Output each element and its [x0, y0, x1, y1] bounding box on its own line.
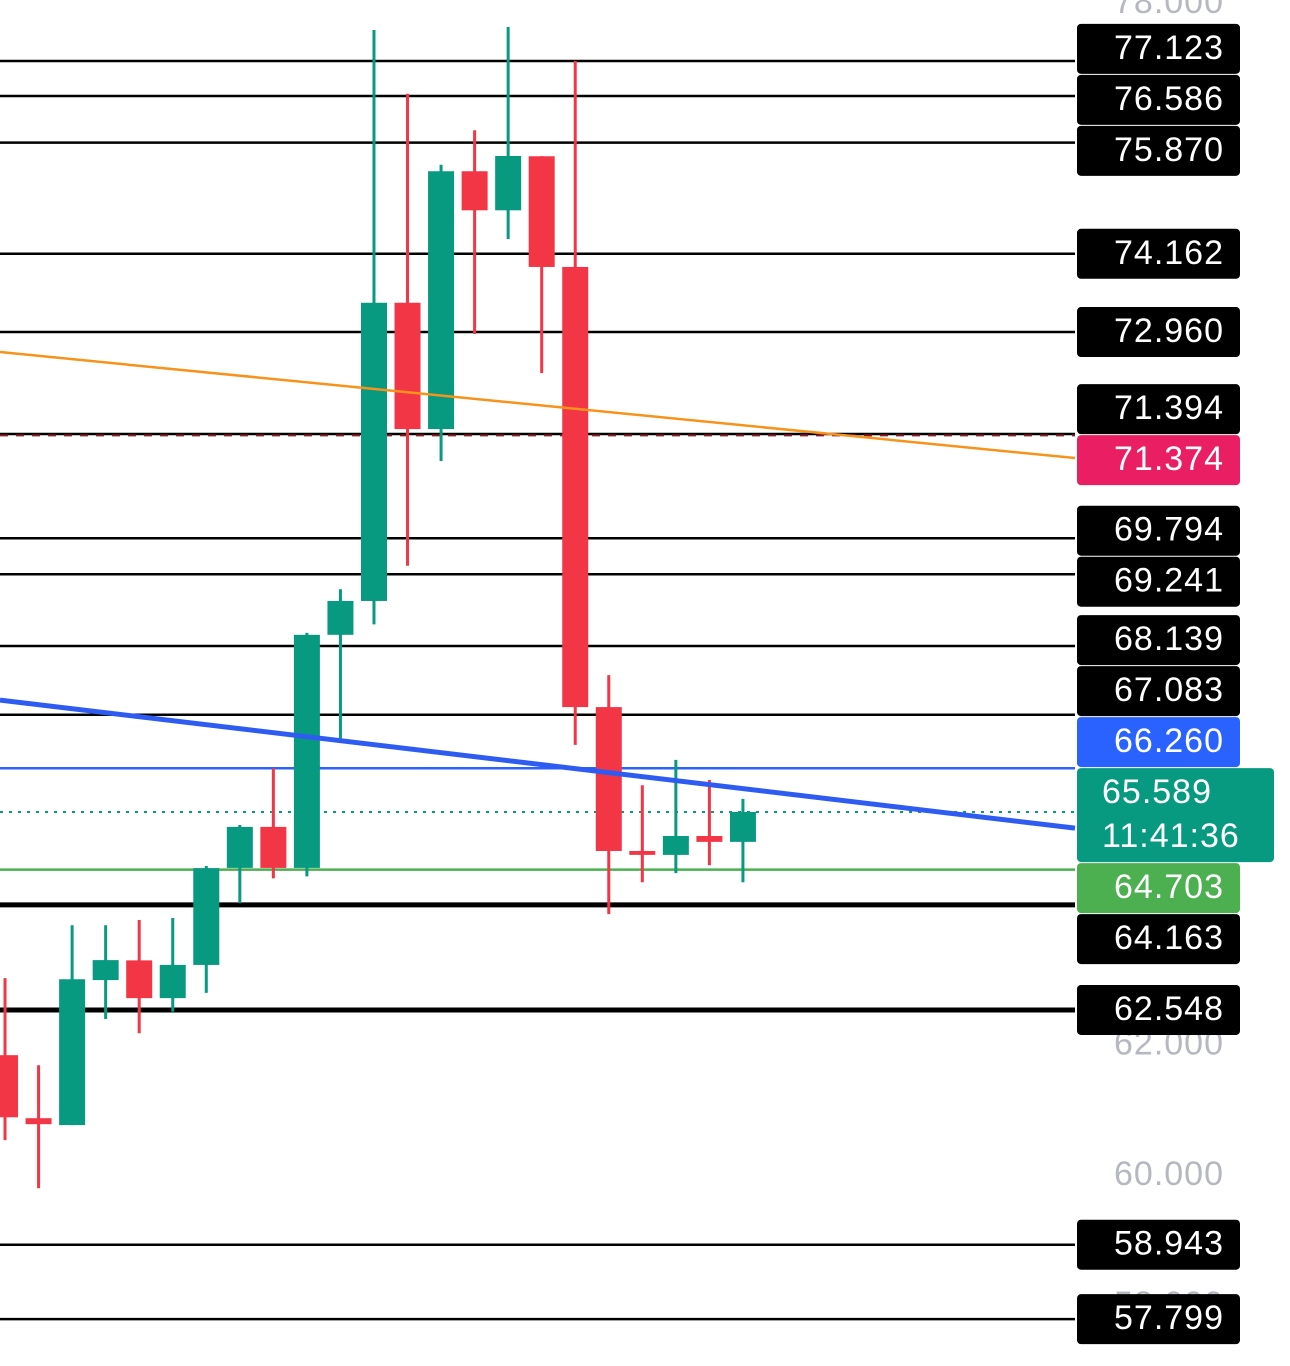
price-label-box: [1077, 307, 1240, 358]
price-label-text: 57.799: [1114, 1299, 1224, 1337]
price-label: 66.260: [1077, 717, 1240, 768]
price-label: 69.794: [1077, 505, 1240, 556]
price-label-box: [1077, 615, 1240, 666]
price-label: 72.960: [1077, 307, 1240, 358]
price-label-text: 64.703: [1114, 868, 1224, 906]
price-label-text: 68.139: [1114, 620, 1224, 658]
price-label-box: [1077, 435, 1240, 486]
price-label-text: 77.123: [1114, 29, 1224, 67]
y-tick-label: 60.000: [1114, 1155, 1224, 1193]
trendline: [0, 350, 1076, 460]
price-label: 62.548: [1077, 984, 1240, 1035]
price-label-box: [1077, 556, 1240, 607]
price-label-text: 71.394: [1114, 389, 1224, 427]
price-label-text: 72.960: [1114, 312, 1224, 350]
price-label-box: [1077, 914, 1240, 965]
price-label-box: [1077, 1219, 1240, 1270]
price-label-text: 74.162: [1114, 234, 1224, 272]
price-label: 65.589 11:41:36: [1077, 768, 1274, 863]
candle-body: [394, 302, 421, 430]
price-label-box: [1077, 863, 1240, 914]
candle-body: [0, 1055, 19, 1118]
candle-body: [461, 171, 488, 211]
candle-body: [92, 960, 119, 981]
price-label-box: [1077, 384, 1240, 435]
candle-body: [696, 836, 723, 842]
candle-body: [25, 1118, 52, 1125]
price-label: 75.870: [1077, 125, 1240, 176]
price-label-text: 76.586: [1114, 80, 1224, 118]
trendline: [0, 697, 1076, 831]
price-label-box: [1077, 505, 1240, 556]
price-label-text: 66.260: [1114, 722, 1224, 760]
candle-body: [226, 826, 253, 868]
price-label-box: [1077, 228, 1240, 279]
price-label: 76.586: [1077, 74, 1240, 125]
price-label-text: 62.548: [1114, 990, 1224, 1028]
price-label: 74.162: [1077, 228, 1240, 279]
price-label-box: [1077, 74, 1240, 125]
candle-body: [495, 156, 522, 211]
candle-body: [629, 850, 656, 855]
candle-body: [562, 266, 589, 708]
candle-body: [126, 960, 153, 999]
price-label: 64.163: [1077, 914, 1240, 965]
candle-body: [193, 868, 220, 965]
candle-body: [428, 171, 455, 430]
price-label: 57.799: [1077, 1294, 1240, 1345]
price-label-box: [1077, 125, 1240, 176]
price-label-box: [1077, 23, 1240, 74]
price-label: 64.703: [1077, 863, 1240, 914]
candle-body: [59, 979, 86, 1126]
price-label-text: 65.589: [1102, 773, 1212, 811]
price-label-box: [1077, 717, 1240, 768]
candle-body: [159, 964, 186, 999]
price-label-text: 71.374: [1114, 440, 1224, 478]
candle-body: [662, 836, 689, 855]
candle-body: [260, 826, 287, 868]
candle-body: [528, 156, 555, 267]
price-label: 77.123: [1077, 23, 1240, 74]
price-label-text: 69.794: [1114, 511, 1224, 549]
price-label-text: 64.163: [1114, 919, 1224, 957]
price-label-box: [1077, 1294, 1240, 1345]
price-label-text: 69.241: [1114, 562, 1224, 600]
price-label: 71.394: [1077, 384, 1240, 435]
candle-body: [327, 600, 354, 635]
candle-body: [729, 811, 756, 842]
price-label: 68.139: [1077, 615, 1240, 666]
price-label-box: [1077, 666, 1240, 717]
price-label: 71.374: [1077, 435, 1240, 486]
price-label: 58.943: [1077, 1219, 1240, 1270]
candle-body: [595, 707, 622, 851]
candle-body: [293, 634, 320, 868]
price-label-text: 58.943: [1114, 1225, 1224, 1263]
price-label-text: 67.083: [1114, 671, 1224, 709]
y-tick-label: 78.000: [1114, 0, 1224, 21]
price-label-box: [1077, 984, 1240, 1035]
price-label: 67.083: [1077, 666, 1240, 717]
price-label-box: [1077, 768, 1274, 863]
countdown-text: 11:41:36: [1102, 817, 1240, 855]
candle-body: [360, 302, 387, 601]
price-label-text: 75.870: [1114, 131, 1224, 169]
price-label: 69.241: [1077, 556, 1240, 607]
